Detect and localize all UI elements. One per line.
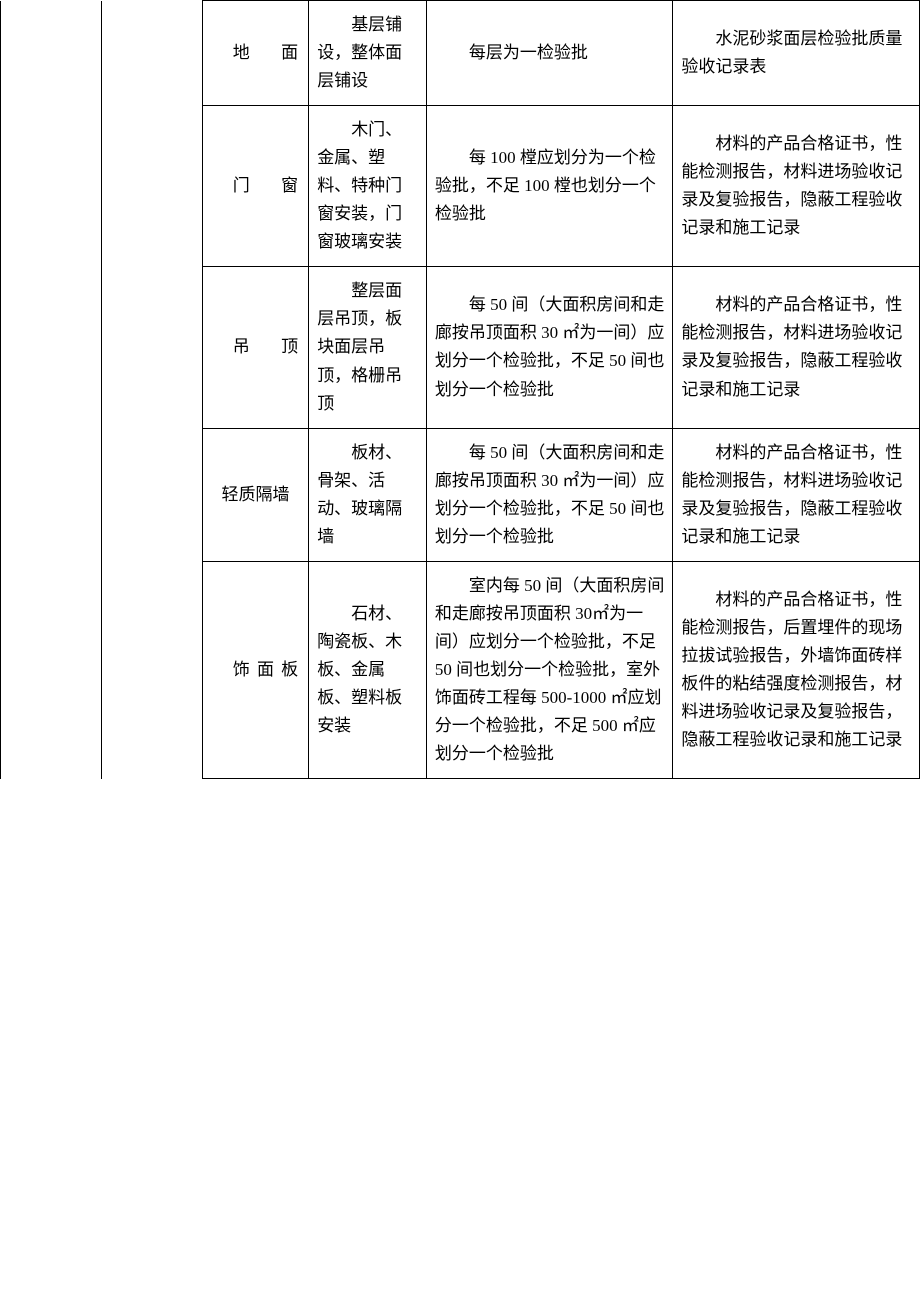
docs-cell: 材料的产品合格证书，性能检测报告，后置埋件的现场拉拔试验报告，外墙饰面砖样板件的… bbox=[673, 561, 920, 778]
items-cell: 石材、陶瓷板、木板、金属板、塑料板安装 bbox=[309, 561, 427, 778]
category-cell: 门窗 bbox=[202, 106, 308, 267]
blank-col-1 bbox=[1, 1, 102, 779]
batch-cell: 每层为一检验批 bbox=[426, 1, 673, 106]
items-cell: 整层面层吊顶，板块面层吊顶，格栅吊顶 bbox=[309, 267, 427, 428]
items-cell: 木门、金属、塑料、特种门窗安装，门窗玻璃安装 bbox=[309, 106, 427, 267]
blank-col-2 bbox=[101, 428, 202, 779]
docs-cell: 材料的产品合格证书，性能检测报告，材料进场验收记录及复验报告，隐蔽工程验收记录和… bbox=[673, 106, 920, 267]
items-cell: 基层铺设，整体面层铺设 bbox=[309, 1, 427, 106]
items-cell: 板材、骨架、活动、玻璃隔墙 bbox=[309, 428, 427, 561]
batch-cell: 每 50 间（大面积房间和走廊按吊顶面积 30 ㎡为一间）应划分一个检验批，不足… bbox=[426, 428, 673, 561]
docs-cell: 水泥砂浆面层检验批质量验收记录表 bbox=[673, 1, 920, 106]
category-cell: 地面 bbox=[202, 1, 308, 106]
batch-cell: 室内每 50 间（大面积房间和走廊按吊顶面积 30㎡为一间）应划分一个检验批，不… bbox=[426, 561, 673, 778]
category-cell: 轻质隔墙 bbox=[202, 428, 308, 561]
category-cell: 吊顶 bbox=[202, 267, 308, 428]
docs-cell: 材料的产品合格证书，性能检测报告，材料进场验收记录及复验报告，隐蔽工程验收记录和… bbox=[673, 428, 920, 561]
batch-cell: 每 50 间（大面积房间和走廊按吊顶面积 30 ㎡为一间）应划分一个检验批，不足… bbox=[426, 267, 673, 428]
blank-col-2 bbox=[101, 1, 202, 429]
table-row: 地面 基层铺设，整体面层铺设 每层为一检验批 水泥砂浆面层检验批质量验收记录表 bbox=[1, 1, 920, 106]
docs-cell: 材料的产品合格证书，性能检测报告，材料进场验收记录及复验报告，隐蔽工程验收记录和… bbox=[673, 267, 920, 428]
inspection-table: 地面 基层铺设，整体面层铺设 每层为一检验批 水泥砂浆面层检验批质量验收记录表 … bbox=[0, 0, 920, 779]
table-row: 轻质隔墙 板材、骨架、活动、玻璃隔墙 每 50 间（大面积房间和走廊按吊顶面积 … bbox=[1, 428, 920, 561]
batch-cell: 每 100 樘应划分为一个检验批，不足 100 樘也划分一个检验批 bbox=[426, 106, 673, 267]
category-cell: 饰面板 bbox=[202, 561, 308, 778]
